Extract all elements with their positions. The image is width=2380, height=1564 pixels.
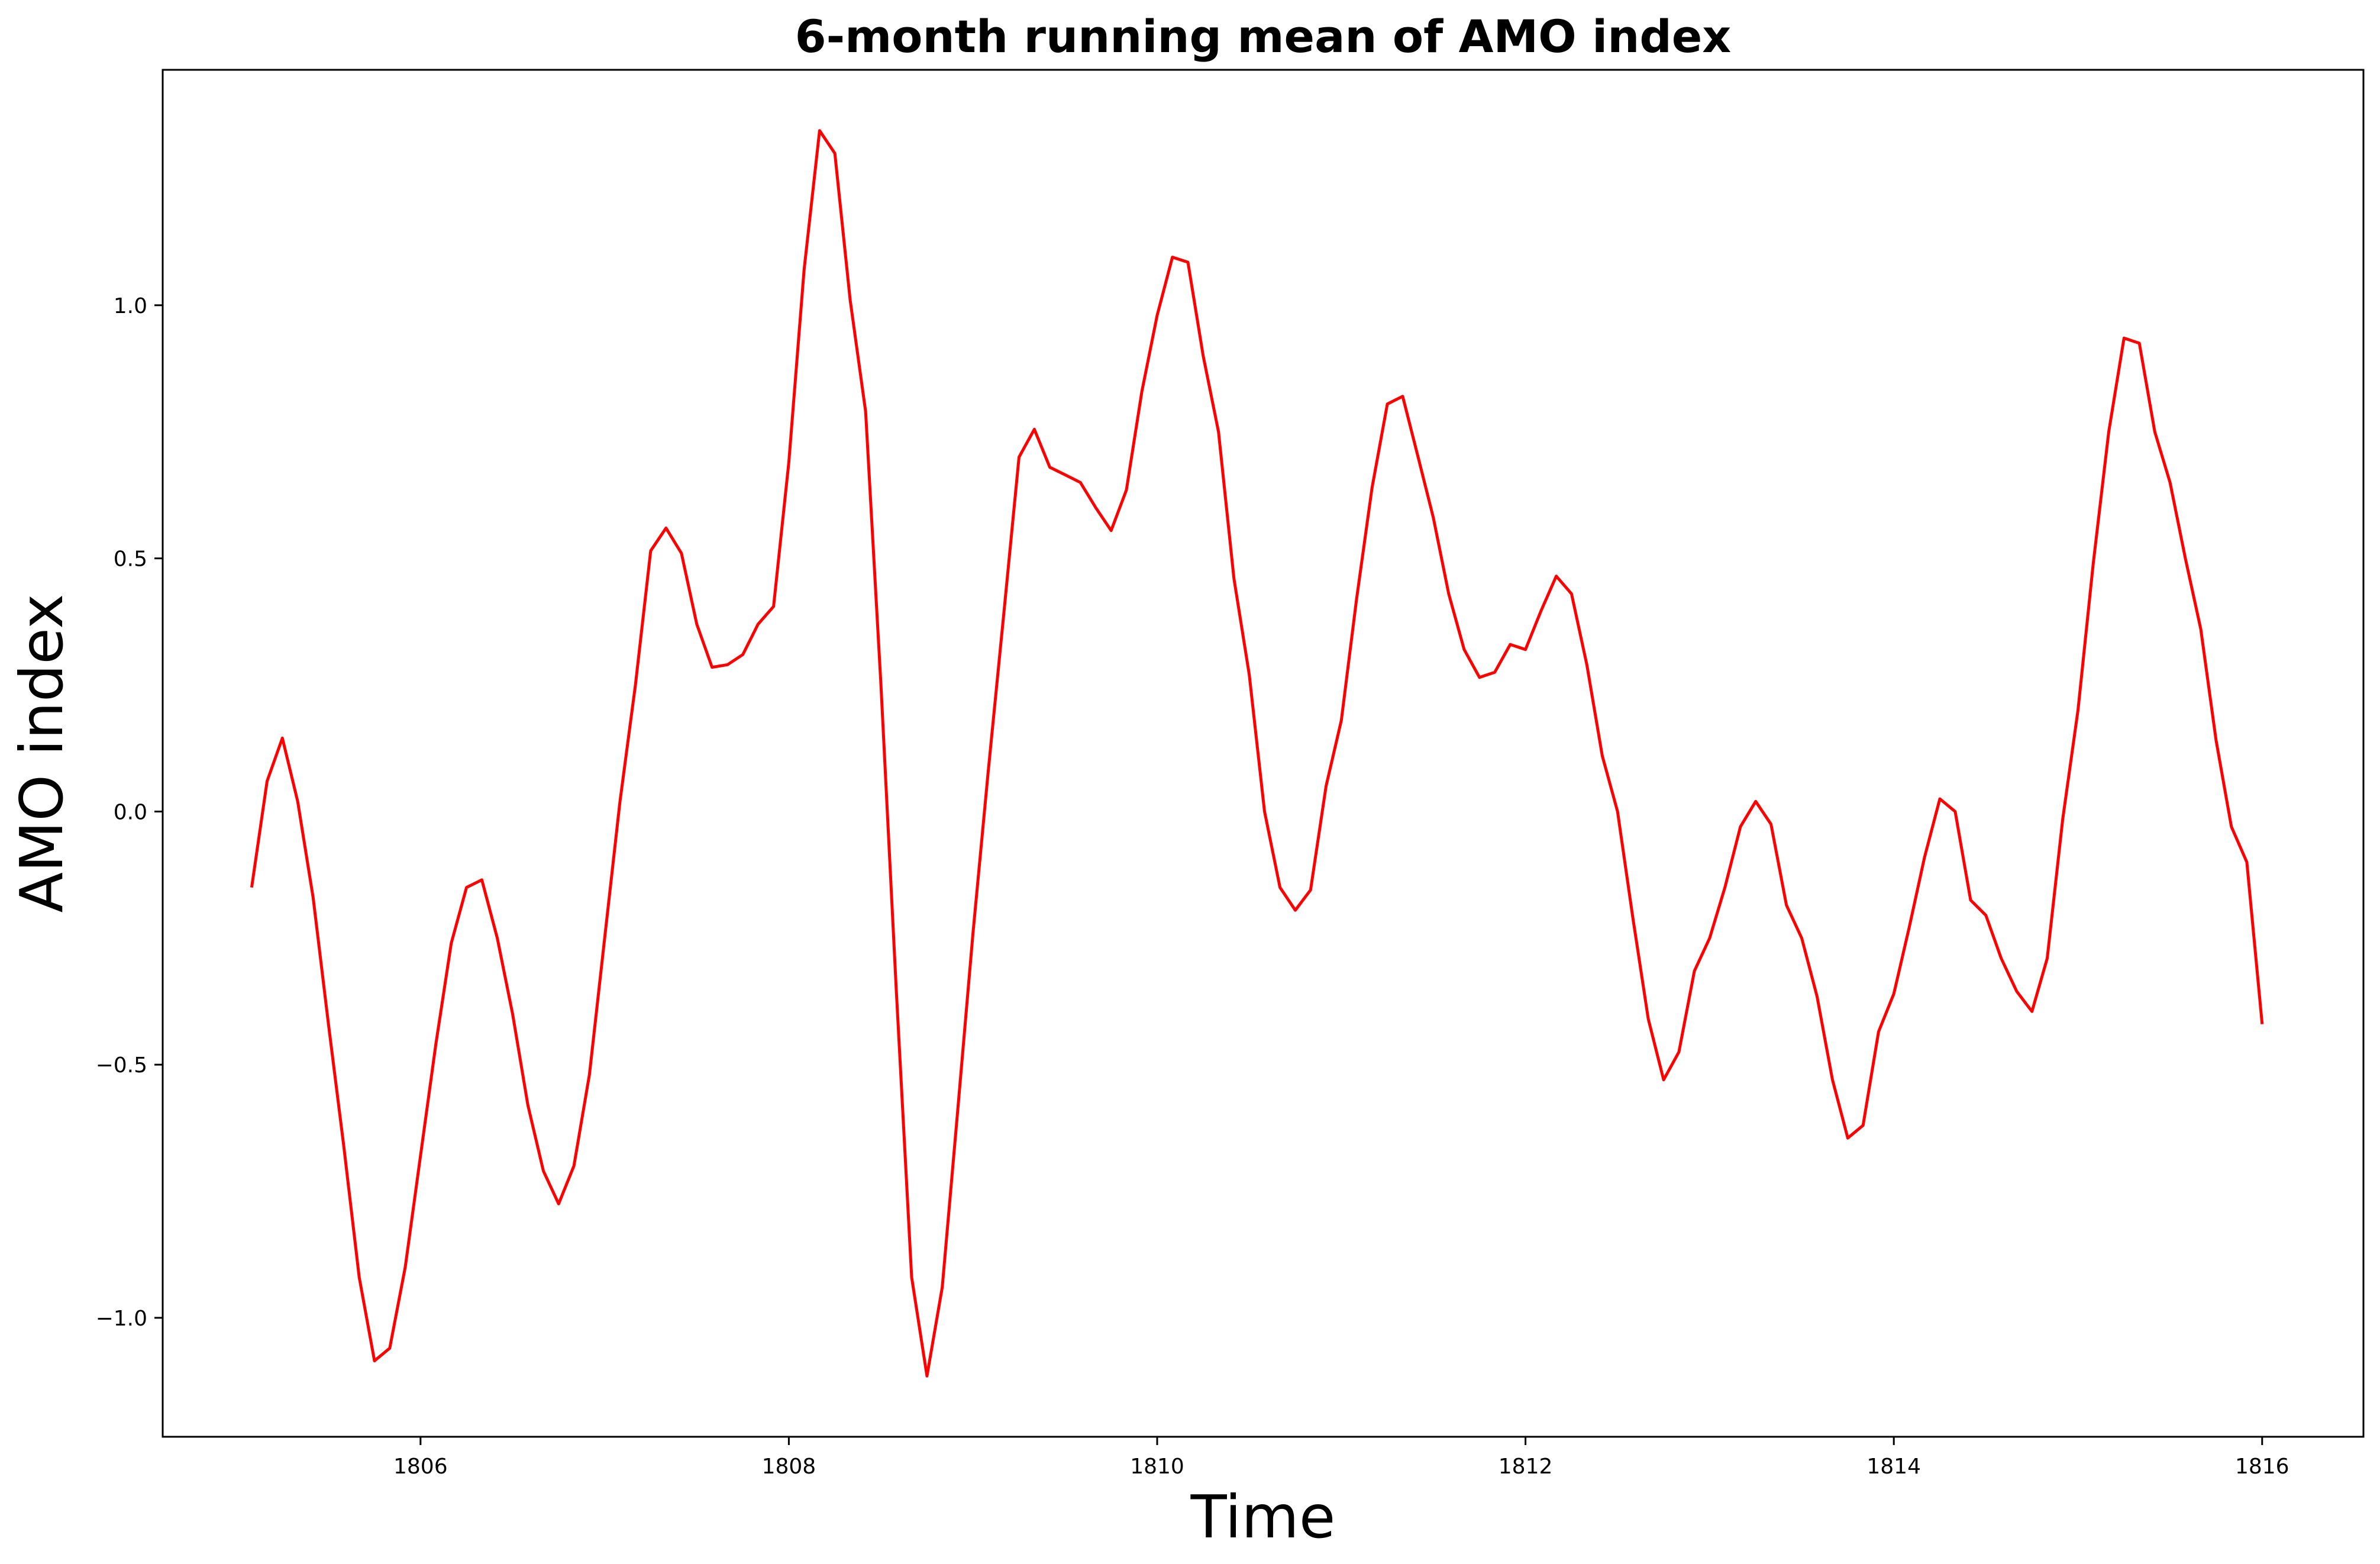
y-tick-label: 0.5 (114, 547, 147, 572)
y-tick-label: 0.0 (114, 800, 147, 824)
x-tick-label: 1816 (2235, 1455, 2289, 1479)
x-tick-label: 1808 (762, 1455, 816, 1479)
y-tick-label: 1.0 (114, 294, 147, 318)
plot-frame (162, 69, 2365, 1438)
plot-area (162, 69, 2365, 1438)
chart-title: 6-month running mean of AMO index (795, 10, 1732, 63)
series-line-0 (250, 129, 2264, 1378)
y-tick-label: −1.0 (96, 1307, 147, 1331)
x-tick-label: 1812 (1499, 1455, 1553, 1479)
y-axis-label: AMO index (7, 594, 76, 913)
x-axis-ticks: 1806 1808 1810 1812 1814 1816 (393, 1437, 2289, 1479)
y-axis-ticks: −1.0 −0.5 0.0 0.5 1.0 (96, 294, 163, 1331)
x-tick-label: 1806 (393, 1455, 448, 1479)
x-axis-label: Time (1190, 1482, 1336, 1552)
data-marks (250, 129, 2264, 1378)
y-tick-label: −0.5 (96, 1053, 147, 1078)
x-tick-label: 1810 (1130, 1455, 1184, 1479)
x-tick-label: 1814 (1866, 1455, 1921, 1479)
